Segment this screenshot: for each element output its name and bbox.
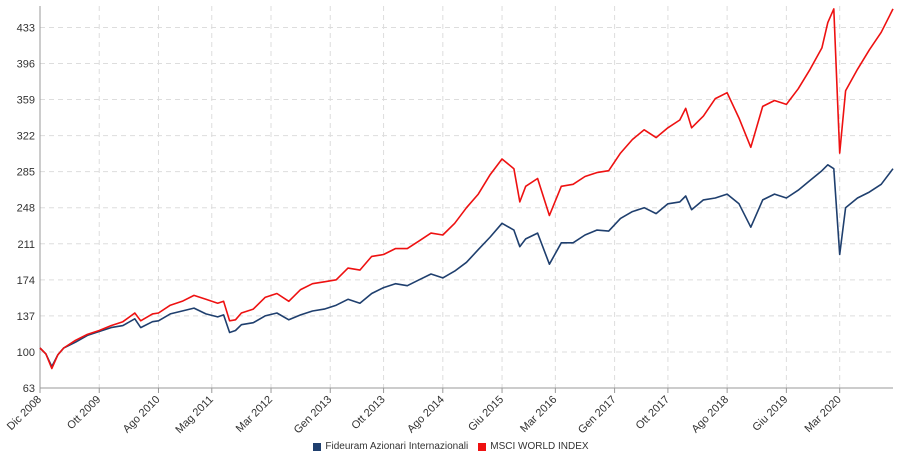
series-lines (39, 8, 894, 370)
x-tick-label: Mag 2011 (173, 394, 216, 437)
y-tick-label: 322 (17, 131, 35, 143)
legend-item-msci[interactable]: MSCI WORLD INDEX (478, 441, 589, 452)
gridlines (40, 6, 893, 388)
y-tick-label: 174 (17, 275, 35, 287)
y-tick-label: 285 (17, 167, 35, 179)
x-tick-label: Gen 2017 (576, 394, 619, 437)
x-axis: Dic 2008 Ott 2009 Ago 2010 Mag 2011 Mar 2012… (5, 387, 893, 437)
x-tick-label: Ago 2018 (689, 394, 731, 436)
x-tick-label: Ago 2014 (405, 394, 447, 436)
y-axis: 63 100 137 174 211 248 285 322 359 396 433 (17, 6, 41, 395)
legend-swatch-msci (478, 442, 487, 451)
x-tick-label: Dic 2008 (5, 394, 44, 433)
y-tick-label: 100 (17, 347, 35, 359)
x-tick-label: Ott 2013 (349, 394, 387, 432)
x-tick-label: Ott 2009 (65, 394, 103, 432)
legend-label-fideuram: Fideuram Azionari Internazionali (325, 441, 469, 452)
legend-item-fideuram[interactable]: Fideuram Azionari Internazionali (313, 441, 468, 452)
msci-world-series-line (39, 8, 894, 370)
fideuram-series-line (39, 164, 894, 368)
y-tick-label: 359 (17, 95, 35, 107)
legend-swatch-fideuram (313, 442, 322, 451)
y-tick-label: 396 (17, 58, 35, 70)
y-tick-label: 211 (17, 239, 35, 251)
y-tick-label: 137 (17, 311, 35, 323)
legend: Fideuram Azionari Internazionali MSCI WO… (0, 441, 902, 452)
x-tick-label: Mar 2016 (518, 394, 559, 435)
x-tick-label: Mar 2020 (802, 394, 843, 435)
y-tick-label: 248 (17, 203, 35, 215)
x-tick-label: Gen 2013 (292, 394, 335, 437)
x-tick-label: Giu 2015 (466, 394, 506, 434)
x-tick-label: Ago 2010 (121, 394, 163, 436)
legend-label-msci: MSCI WORLD INDEX (490, 441, 589, 452)
x-tick-label: Ott 2017 (634, 394, 672, 432)
y-tick-label: 63 (23, 383, 35, 395)
y-tick-label: 433 (17, 22, 35, 34)
x-tick-label: Mar 2012 (234, 394, 275, 435)
x-tick-label: Giu 2019 (750, 394, 790, 434)
